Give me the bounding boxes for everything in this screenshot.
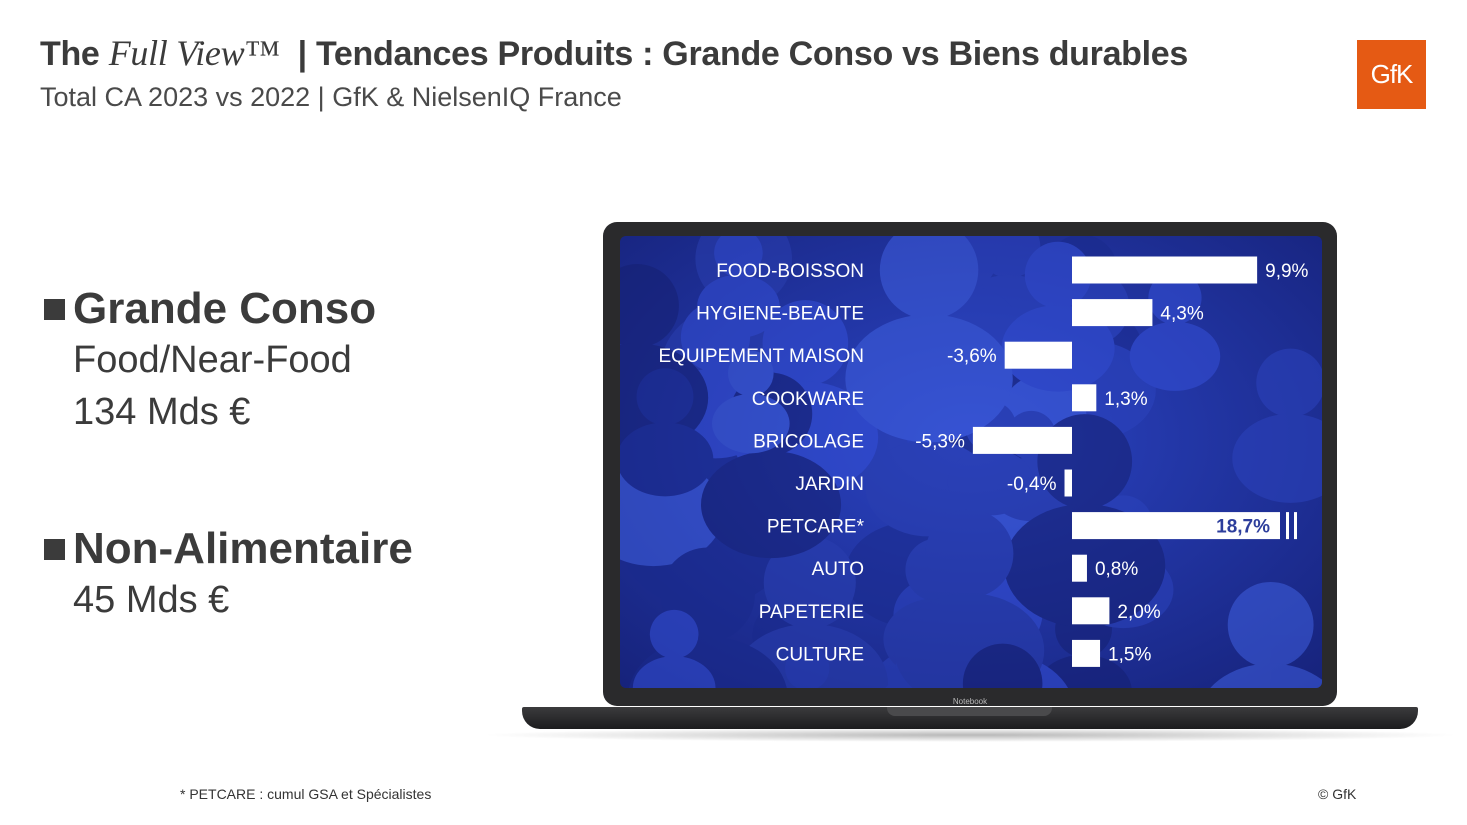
value-label: -0,4%: [1007, 474, 1057, 495]
title-rest: | Tendances Produits : Grande Conso vs B…: [297, 35, 1189, 73]
value-label: 9,9%: [1265, 261, 1308, 282]
bar: [972, 426, 1072, 454]
value-label: 18,7%: [1216, 517, 1270, 538]
category-label: CULTURE: [776, 644, 864, 665]
bar: [1064, 469, 1072, 497]
category-label: PETCARE*: [767, 517, 865, 538]
crowd-body-shape: [712, 393, 790, 454]
value-label: -3,6%: [947, 346, 997, 367]
value-label: 4,3%: [1160, 304, 1203, 325]
laptop-base: [522, 707, 1418, 729]
crowd-head-shape: [1148, 271, 1202, 325]
segment-line: 45 Mds €: [73, 579, 230, 621]
crowd-body-shape: [700, 450, 842, 559]
bullet-square-icon: [44, 298, 65, 320]
axis-break-mark: [1286, 512, 1289, 540]
bar: [1004, 341, 1072, 369]
bar: [1072, 639, 1101, 667]
value-label: -5,3%: [915, 431, 965, 452]
crowd-body-shape: [845, 314, 1013, 443]
segment-grande-conso: Grande Conso Food/Near-Food 134 Mds €: [44, 284, 376, 438]
segment-title: Non-Alimentaire: [73, 524, 413, 573]
crowd-head-shape: [727, 350, 774, 397]
page-title: The Full View™ | Tendances Produits : Gr…: [40, 32, 1188, 74]
bar: [1072, 512, 1280, 540]
category-label: COOKWARE: [752, 389, 864, 410]
crowd-body-shape: [620, 422, 714, 497]
category-label: AUTO: [812, 559, 864, 580]
bar: [1072, 299, 1153, 327]
laptop-shadow: [478, 728, 1463, 742]
crowd-head-shape: [649, 609, 699, 659]
crowd-head-shape: [785, 646, 830, 688]
bar: [1072, 554, 1087, 582]
segment-heading: Non-Alimentaire: [44, 524, 413, 574]
laptop-brand: Notebook: [952, 697, 988, 706]
page-subtitle: Total CA 2023 vs 2022 | GfK & NielsenIQ …: [40, 82, 622, 112]
value-label: 1,3%: [1104, 389, 1147, 410]
bullet-square-icon: [44, 538, 65, 560]
crowd-background: [620, 236, 1322, 688]
crowd-head-shape: [879, 236, 979, 320]
segment-title: Grande Conso: [73, 284, 377, 333]
category-label: JARDIN: [795, 474, 864, 495]
laptop-notch: [887, 707, 1052, 716]
crowd-head-shape: [962, 643, 1043, 688]
value-label: 0,8%: [1095, 559, 1138, 580]
copyright: © GfK: [1318, 786, 1357, 802]
category-label: FOOD-BOISSON: [716, 261, 864, 282]
crowd-head-shape: [925, 509, 1014, 598]
category-label: BRICOLAGE: [753, 431, 864, 452]
crowd-head-shape: [620, 264, 679, 348]
value-label: 2,0%: [1117, 602, 1160, 623]
category-label: PAPETERIE: [759, 602, 864, 623]
title-full-view: Full View™: [108, 33, 280, 73]
crowd-body-shape: [947, 449, 1034, 516]
segment-non-alimentaire: Non-Alimentaire 45 Mds €: [44, 524, 413, 626]
bar-chart: FOOD-BOISSON 9,9% HYGIENE-BEAUTE 4,3% EQUIPE…: [620, 236, 1322, 688]
chart-bars: FOOD-BOISSON 9,9% HYGIENE-BEAUTE 4,3% EQUIPE…: [658, 256, 1309, 667]
crowd-body-shape: [697, 274, 780, 338]
crowd-body-shape: [1232, 413, 1322, 503]
segment-line: Food/Near-Food: [73, 339, 352, 381]
crowd-head-shape: [1227, 581, 1314, 668]
footnote: * PETCARE : cumul GSA et Spécialistes: [180, 786, 432, 802]
bar: [1072, 384, 1097, 412]
crowd-body-shape: [632, 656, 716, 688]
bar: [1072, 597, 1110, 625]
gfk-logo: GfK: [1357, 40, 1426, 109]
value-label: 1,5%: [1108, 644, 1151, 665]
crowd-head-shape: [763, 536, 856, 629]
crowd-body-shape: [1129, 321, 1221, 391]
crowd-head-shape: [762, 300, 849, 386]
category-label: HYGIENE-BEAUTE: [696, 304, 864, 325]
segment-line: 134 Mds €: [73, 391, 251, 433]
crowd-head-shape: [1256, 348, 1322, 418]
category-label: EQUIPEMENT MAISON: [658, 346, 864, 367]
crowd-body-shape: [1210, 663, 1322, 688]
title-prefix: The: [40, 35, 100, 73]
bar: [1072, 256, 1258, 284]
laptop-screen: FOOD-BOISSON 9,9% HYGIENE-BEAUTE 4,3% EQUIPE…: [620, 236, 1322, 688]
axis-break-mark: [1294, 512, 1297, 540]
crowd-head-shape: [636, 368, 694, 426]
crowd-head-shape: [714, 236, 763, 278]
segment-heading: Grande Conso: [44, 284, 376, 334]
